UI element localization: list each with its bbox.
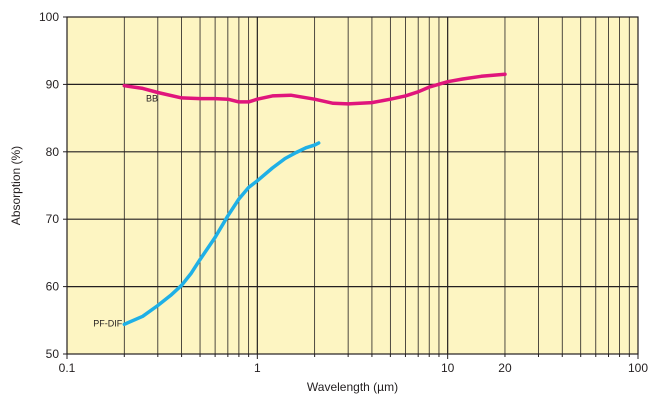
series-line-bb	[122, 72, 507, 106]
x-tick-label: 20	[498, 361, 512, 375]
axes: 0.1 1 10 20 100 50 60 70 80 90 100	[39, 10, 648, 375]
x-tick-label: 10	[441, 361, 455, 375]
series-label-bb: BB	[146, 93, 158, 103]
labels: BB PF-DIF Wavelength (µm) Absorption (%)	[9, 93, 398, 394]
series-layer	[122, 72, 507, 327]
x-tick-label: 100	[628, 361, 648, 375]
y-tick-label: 90	[46, 77, 60, 91]
y-tick-label: 70	[46, 212, 60, 226]
series-line-pf-dif	[122, 141, 321, 327]
y-axis-title: Absorption (%)	[9, 146, 23, 225]
plot-frame	[66, 16, 639, 355]
y-tick-label: 80	[46, 145, 60, 159]
series-label-pf-dif: PF-DIF	[93, 318, 122, 328]
x-tick-label: 1	[254, 361, 261, 375]
y-tick-label: 50	[46, 347, 60, 361]
x-axis-title: Wavelength (µm)	[307, 380, 398, 394]
x-tick-label: 0.1	[59, 361, 76, 375]
y-tick-label: 60	[46, 280, 60, 294]
plot-area	[67, 17, 638, 354]
y-tick-label: 100	[39, 10, 59, 24]
grid	[67, 17, 638, 354]
